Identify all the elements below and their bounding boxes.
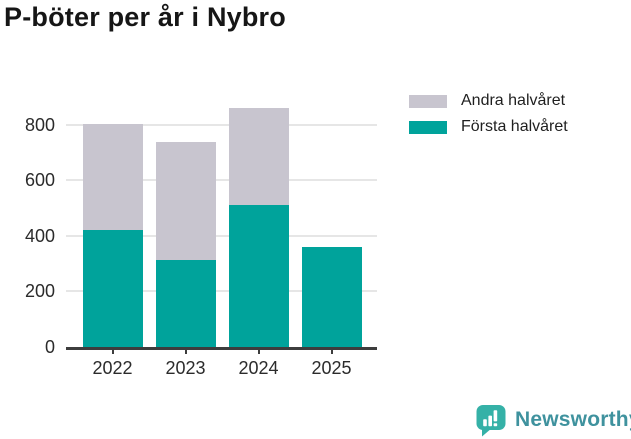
bar-2022-f-rsta-halv-ret [82,230,143,347]
legend-label-forsta-halvaret: Första halvåret [461,118,568,135]
legend-item-forsta-halvaret: Första halvåret [409,118,568,136]
y-axis-label-200: 200 [24,281,55,302]
legend-label-andra-halvaret: Andra halvåret [461,92,566,109]
x-axis-label-2023: 2023 [165,358,206,378]
x-tick-2025 [330,349,333,354]
gridline-200 [66,290,377,293]
gridline-400 [66,234,377,237]
gridline-800 [66,123,377,126]
newsworthy-logo[interactable]: Newsworthy [475,403,631,437]
bar-2024-andra-halv-ret [228,108,289,206]
bar-2023-andra-halv-ret [155,141,216,260]
newsworthy-wordmark: Newsworthy [515,408,631,431]
bar-2025-f-rsta-halv-ret [301,247,362,347]
x-axis-line [66,347,377,350]
x-tick-2022 [111,349,114,354]
x-axis-label-2022: 2022 [92,358,133,378]
x-axis-label-2025: 2025 [311,358,352,378]
bar-2024-f-rsta-halv-ret [228,205,289,347]
legend-swatch-andra-halvaret [409,94,447,108]
y-axis-label-400: 400 [24,225,55,246]
gridline-600 [66,179,377,182]
y-axis-label-800: 800 [24,114,55,135]
x-axis-label-2024: 2024 [238,358,279,378]
chart-title: P-böter per år i Nybro [4,2,286,32]
x-tick-2023 [184,349,187,354]
legend-swatch-forsta-halvaret [409,120,447,134]
bar-2023-f-rsta-halv-ret [155,259,216,347]
bar-2022-andra-halv-ret [82,123,143,231]
y-axis-label-0: 0 [44,337,55,357]
y-axis-label-600: 600 [24,170,55,191]
newsworthy-icon [476,405,506,437]
legend-item-andra-halvaret: Andra halvåret [409,92,565,110]
x-tick-2024 [257,349,260,354]
